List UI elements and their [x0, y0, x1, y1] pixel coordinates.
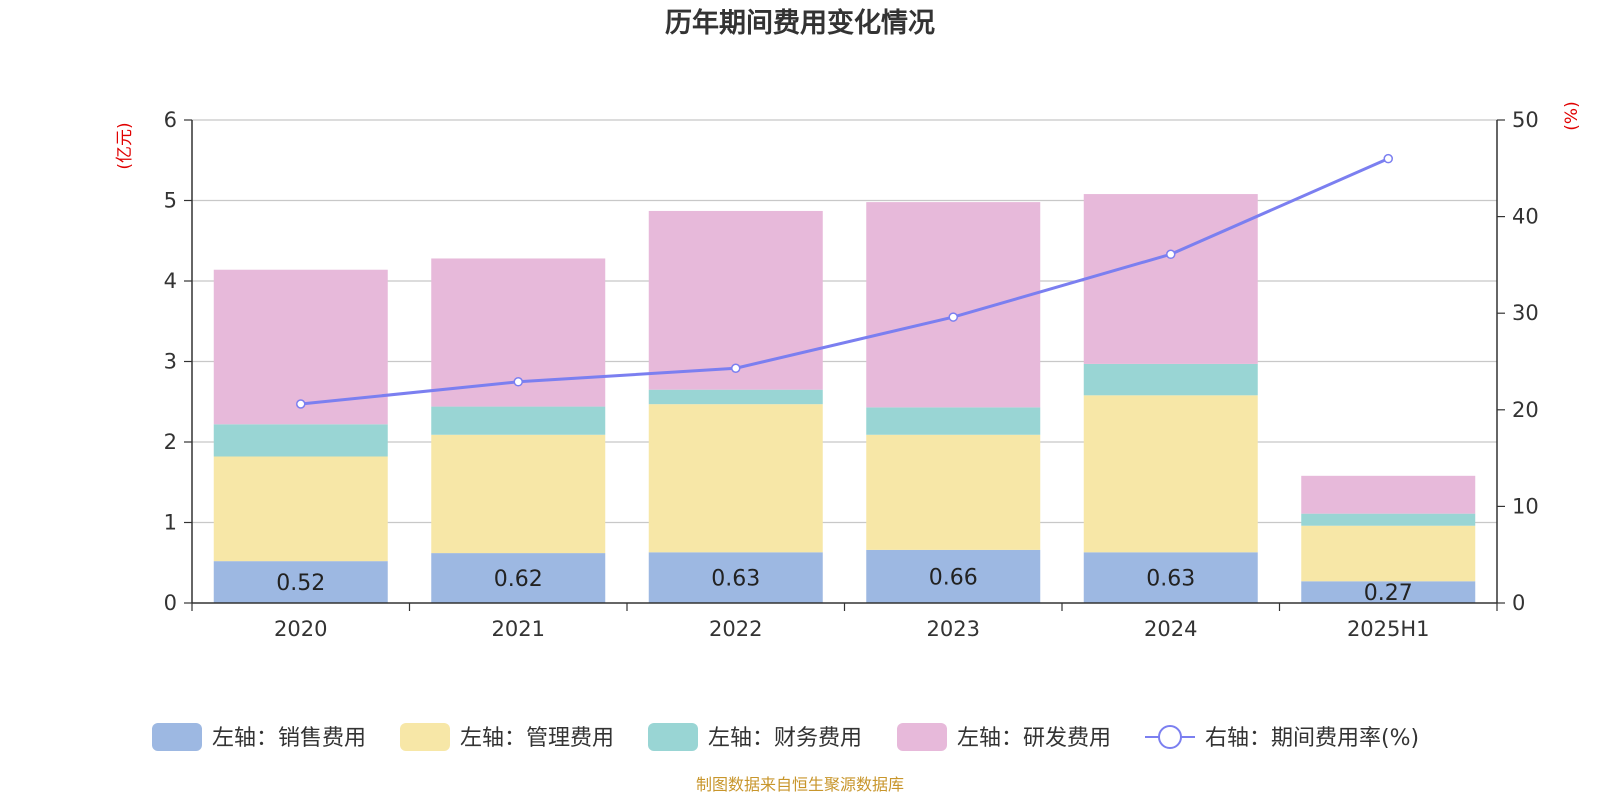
bar-segment-2 — [866, 435, 1040, 550]
bar-segment-4 — [1301, 476, 1475, 514]
x-tick-label: 2020 — [274, 617, 327, 641]
left-tick-label: 1 — [164, 511, 177, 535]
x-tick-label: 2025H1 — [1347, 617, 1430, 641]
bar-segment-2 — [214, 456, 388, 561]
bar-data-label: 0.66 — [929, 565, 978, 590]
rate-point — [1384, 155, 1392, 163]
legend-swatch — [400, 723, 450, 751]
left-axis-unit: (亿元) — [115, 122, 135, 169]
bar-segment-2 — [1301, 526, 1475, 582]
right-tick-label: 10 — [1512, 494, 1539, 518]
bar-data-label: 0.62 — [494, 567, 543, 592]
legend-label: 右轴：期间费用率(%) — [1205, 726, 1419, 751]
right-tick-label: 20 — [1512, 398, 1539, 422]
legend-label: 左轴：管理费用 — [460, 726, 614, 751]
rate-point — [949, 313, 957, 321]
x-tick-label: 2022 — [709, 617, 762, 641]
rate-point — [297, 400, 305, 408]
bar-group — [214, 194, 1476, 603]
bar-segment-3 — [214, 424, 388, 456]
x-tick-label: 2021 — [492, 617, 545, 641]
bar-segment-3 — [1301, 514, 1475, 526]
rate-point — [514, 378, 522, 386]
legend-label: 左轴：财务费用 — [708, 726, 862, 751]
rate-point — [1167, 250, 1175, 258]
bar-segment-3 — [1084, 364, 1258, 395]
left-tick-label: 4 — [164, 269, 177, 293]
bar-segment-3 — [866, 407, 1040, 434]
right-tick-label: 0 — [1512, 591, 1525, 615]
bar-segment-4 — [649, 211, 823, 390]
left-tick-label: 0 — [164, 591, 177, 615]
legend: 左轴：销售费用 左轴：管理费用 左轴：财务费用 左轴：研发费用 右轴：期间费用率(%) — [152, 723, 1419, 751]
bar-segment-2 — [1084, 395, 1258, 552]
right-tick-label: 30 — [1512, 301, 1539, 325]
left-tick-label: 3 — [164, 350, 177, 374]
bar-data-label: 0.27 — [1364, 581, 1413, 606]
left-tick-label: 6 — [164, 108, 177, 132]
x-tick-label: 2024 — [1144, 617, 1197, 641]
right-tick-label: 50 — [1512, 108, 1539, 132]
rate-point — [732, 364, 740, 372]
bar-data-label: 0.52 — [276, 571, 325, 596]
bar-segment-3 — [649, 390, 823, 404]
bar-segment-2 — [431, 435, 605, 553]
legend-marker — [1159, 726, 1181, 748]
right-axis-unit: (%) — [1562, 101, 1582, 130]
legend-swatch — [152, 723, 202, 751]
x-tick-label: 2023 — [927, 617, 980, 641]
bar-data-label: 0.63 — [1146, 567, 1195, 592]
left-tick-label: 5 — [164, 189, 177, 213]
right-tick-label: 40 — [1512, 205, 1539, 229]
chart-title: 历年期间费用变化情况 — [665, 7, 935, 39]
legend-swatch — [897, 723, 947, 751]
legend-label: 左轴：研发费用 — [957, 726, 1111, 751]
bar-segment-3 — [431, 407, 605, 435]
legend-swatch — [648, 723, 698, 751]
bar-segment-4 — [1084, 194, 1258, 364]
bar-segment-2 — [649, 404, 823, 552]
source-note: 制图数据来自恒生聚源数据库 — [696, 775, 904, 794]
legend-label: 左轴：销售费用 — [212, 726, 366, 751]
bar-segment-4 — [866, 202, 1040, 407]
left-tick-label: 2 — [164, 430, 177, 454]
expense-chart: 历年期间费用变化情况 (亿元) (%) 0 1 2 3 4 5 6 0 10 20 30 40 50 20… — [0, 0, 1600, 800]
bar-data-label: 0.63 — [711, 567, 760, 592]
